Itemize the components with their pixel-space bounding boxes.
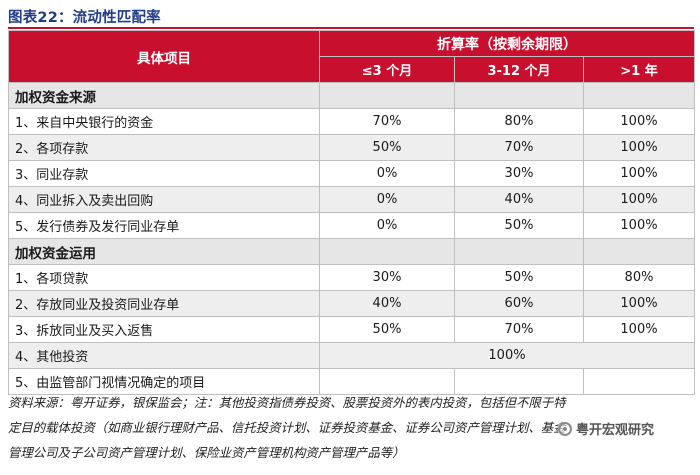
rate-3-12m: 60% bbox=[454, 290, 584, 317]
rate-3m: 30% bbox=[319, 264, 455, 291]
title-divider bbox=[8, 27, 694, 29]
rate-3m: 0% bbox=[319, 212, 455, 239]
table-row: 4、其他投资 100% bbox=[8, 342, 695, 369]
table-row: 2、各项存款 50% 70% 100% bbox=[8, 134, 695, 161]
header-col-3m: ≤3 个月 bbox=[319, 56, 455, 83]
table-row: 2、存放同业及投资同业存单 40% 60% 100% bbox=[8, 290, 695, 317]
rate-1y: 100% bbox=[583, 134, 695, 161]
figure-title: 图表22：流动性匹配率 bbox=[8, 10, 161, 26]
header-item: 具体项目 bbox=[8, 30, 320, 83]
rate-3-12m: 70% bbox=[454, 134, 584, 161]
rate-3m: 0% bbox=[319, 186, 455, 213]
table-row: 1、各项贷款 30% 50% 80% bbox=[8, 264, 695, 291]
row-item: 1、各项贷款 bbox=[8, 264, 320, 291]
rate-3-12m: 70% bbox=[454, 316, 584, 343]
liquidity-matching-table: 具体项目 折算率（按剩余期限） ≤3 个月 3-12 个月 >1 年 加权资金来… bbox=[8, 30, 695, 395]
rate-3-12m: 40% bbox=[454, 186, 584, 213]
section-label: 加权资金运用 bbox=[8, 238, 320, 265]
rate-3-12m: 80% bbox=[454, 108, 584, 135]
rate-1y: 100% bbox=[583, 316, 695, 343]
watermark-text: 粤开宏观研究 bbox=[576, 423, 655, 438]
row-item: 2、存放同业及投资同业存单 bbox=[8, 290, 320, 317]
row-item: 5、由监管部门视情况确定的项目 bbox=[8, 368, 320, 395]
table-row: 3、拆放同业及买入返售 50% 70% 100% bbox=[8, 316, 695, 343]
section-row-sources: 加权资金来源 bbox=[8, 82, 695, 109]
row-item: 3、拆放同业及买入返售 bbox=[8, 316, 320, 343]
rate-3m: 0% bbox=[319, 160, 455, 187]
row-item: 1、来自中央银行的资金 bbox=[8, 108, 320, 135]
header-col-1y: >1 年 bbox=[583, 56, 695, 83]
rate-3-12m: 50% bbox=[454, 212, 584, 239]
source-note-line: 定目的载体投资（如商业银行理财产品、信托投资计划、证券投资基金、证券公司资产管理… bbox=[8, 420, 566, 435]
table-row: 4、同业拆入及卖出回购 0% 40% 100% bbox=[8, 186, 695, 213]
header-col-3-12m: 3-12 个月 bbox=[454, 56, 584, 83]
row-item: 2、各项存款 bbox=[8, 134, 320, 161]
row-item: 5、发行债券及发行同业存单 bbox=[8, 212, 320, 239]
source-note-line: 管理公司及子公司资产管理计划、保险业资产管理机构资产管理产品等） bbox=[8, 445, 405, 460]
section-row-uses: 加权资金运用 bbox=[8, 238, 695, 265]
source-note: 资料来源：粤开证券，银保监会；注：其他投资指债券投资、股票投资外的表内投资，包括… bbox=[8, 390, 694, 465]
wechat-icon bbox=[558, 421, 572, 436]
rate-1y: 100% bbox=[583, 186, 695, 213]
rate-1y: 100% bbox=[583, 160, 695, 187]
rate-1y: 100% bbox=[583, 108, 695, 135]
rate-merged: 100% bbox=[319, 342, 695, 369]
row-item: 4、同业拆入及卖出回购 bbox=[8, 186, 320, 213]
rate-1y: 100% bbox=[583, 290, 695, 317]
source-note-line: 资料来源：粤开证券，银保监会；注：其他投资指债券投资、股票投资外的表内投资，包括… bbox=[8, 395, 566, 410]
table-row: 3、同业存款 0% 30% 100% bbox=[8, 160, 695, 187]
watermark: 粤开宏观研究 bbox=[558, 419, 655, 438]
rate-3m: 50% bbox=[319, 316, 455, 343]
table-row: 1、来自中央银行的资金 70% 80% 100% bbox=[8, 108, 695, 135]
row-item: 4、其他投资 bbox=[8, 342, 320, 369]
rate-3-12m: 50% bbox=[454, 264, 584, 291]
row-item: 3、同业存款 bbox=[8, 160, 320, 187]
table-row: 5、发行债券及发行同业存单 0% 50% 100% bbox=[8, 212, 695, 239]
header-discount-rate: 折算率（按剩余期限） bbox=[319, 30, 695, 57]
rate-3m: 70% bbox=[319, 108, 455, 135]
rate-1y: 100% bbox=[583, 212, 695, 239]
table-row: 5、由监管部门视情况确定的项目 bbox=[8, 368, 695, 395]
rate-3m: 50% bbox=[319, 134, 455, 161]
section-label: 加权资金来源 bbox=[8, 82, 320, 109]
rate-3m: 40% bbox=[319, 290, 455, 317]
rate-3-12m: 30% bbox=[454, 160, 584, 187]
rate-1y: 80% bbox=[583, 264, 695, 291]
